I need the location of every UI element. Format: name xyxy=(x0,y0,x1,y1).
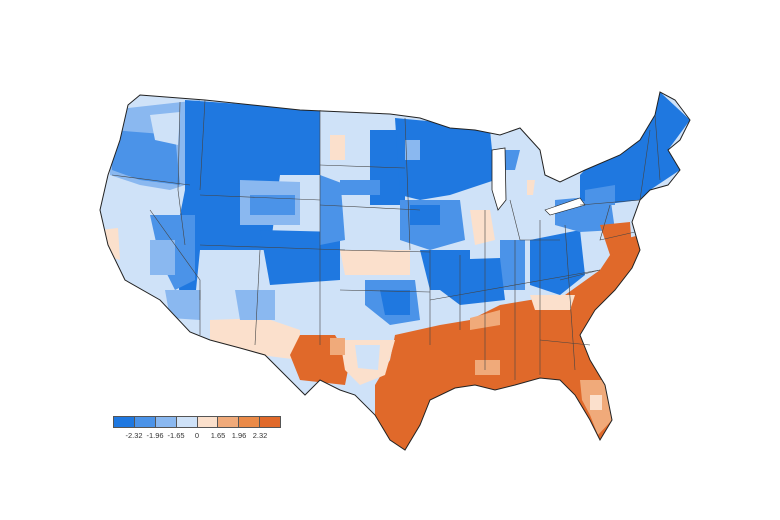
legend-swatch-1 xyxy=(114,417,135,427)
legend-label: -1.65 xyxy=(167,431,185,440)
legend-label: -2.32 xyxy=(125,431,143,440)
lake-michigan xyxy=(491,147,507,211)
legend-swatch-7 xyxy=(239,417,261,427)
legend-label: 0 xyxy=(194,431,200,440)
legend: -2.32 -1.96 -1.65 0 1.65 1.96 2.32 xyxy=(113,416,281,443)
legend-swatch-2 xyxy=(134,417,156,427)
legend-swatch-6 xyxy=(218,417,240,427)
legend-swatch-8 xyxy=(260,417,280,427)
us-outline xyxy=(99,91,691,451)
legend-label: 1.65 xyxy=(210,431,226,440)
legend-swatch-5 xyxy=(197,417,219,427)
legend-labels: -2.32 -1.96 -1.65 0 1.65 1.96 2.32 xyxy=(113,431,281,443)
legend-label: 2.32 xyxy=(252,431,268,440)
legend-label: 1.96 xyxy=(231,431,247,440)
lake-erie xyxy=(544,197,586,216)
legend-label: -1.96 xyxy=(146,431,164,440)
legend-color-scale xyxy=(113,416,281,428)
state-borders xyxy=(111,99,661,380)
legend-swatch-4 xyxy=(176,417,198,427)
legend-swatch-3 xyxy=(155,417,177,427)
